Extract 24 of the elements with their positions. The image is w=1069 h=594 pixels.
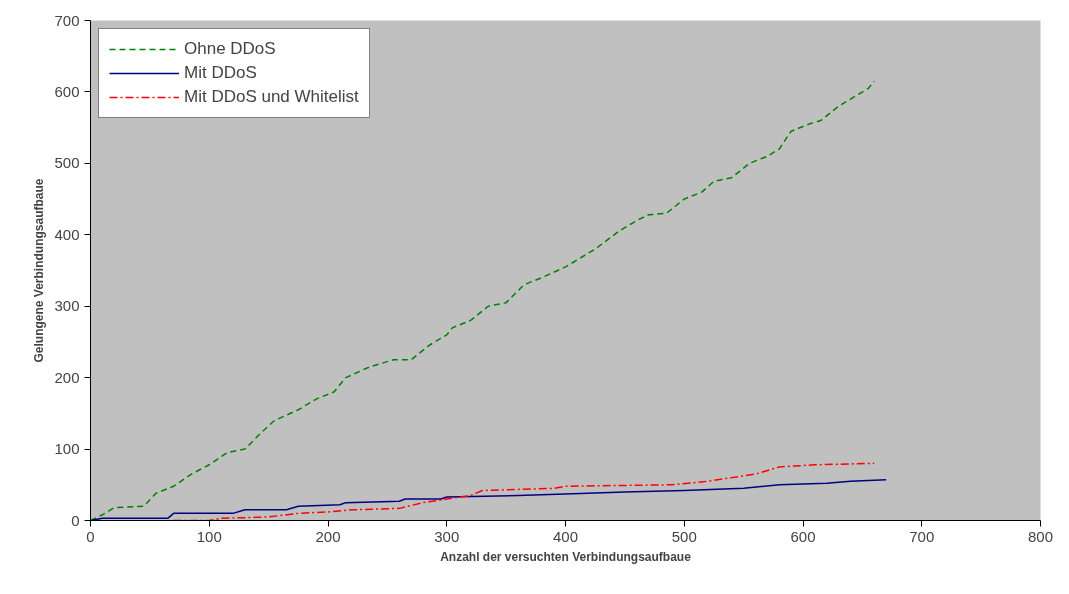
x-axis-title: Anzahl der versuchten Verbindungsaufbaue: [440, 549, 692, 564]
y-tick-label: 200: [54, 368, 80, 386]
y-tick-label: 400: [54, 225, 80, 243]
legend-label: Mit DDoS: [184, 63, 257, 83]
x-tick-label: 600: [790, 527, 816, 545]
x-tick-label: 100: [196, 527, 222, 545]
y-tick-label: 600: [54, 82, 80, 100]
line-series: [90, 80, 875, 521]
legend-label: Ohne DDoS: [184, 39, 276, 59]
x-tick-label: 400: [552, 527, 579, 545]
y-tick-label: 100: [54, 440, 80, 458]
x-tick-label: 200: [315, 527, 341, 545]
legend-label: Mit DDoS und Whitelist: [184, 87, 359, 107]
y-tick-label: 300: [54, 297, 80, 315]
x-tick-label: 500: [671, 527, 697, 545]
x-tick-label: 800: [1027, 527, 1054, 545]
x-tick-label: 0: [86, 527, 95, 545]
line-series: [90, 479, 887, 521]
y-axis-title: Gelungene Verbindungsaufbaue: [32, 178, 47, 363]
x-tick-label: 300: [434, 527, 460, 545]
y-tick-label: 500: [54, 154, 80, 172]
y-tick-label: 700: [54, 11, 80, 29]
x-tick-label: 700: [909, 527, 935, 545]
y-tick-label: 0: [71, 511, 80, 529]
